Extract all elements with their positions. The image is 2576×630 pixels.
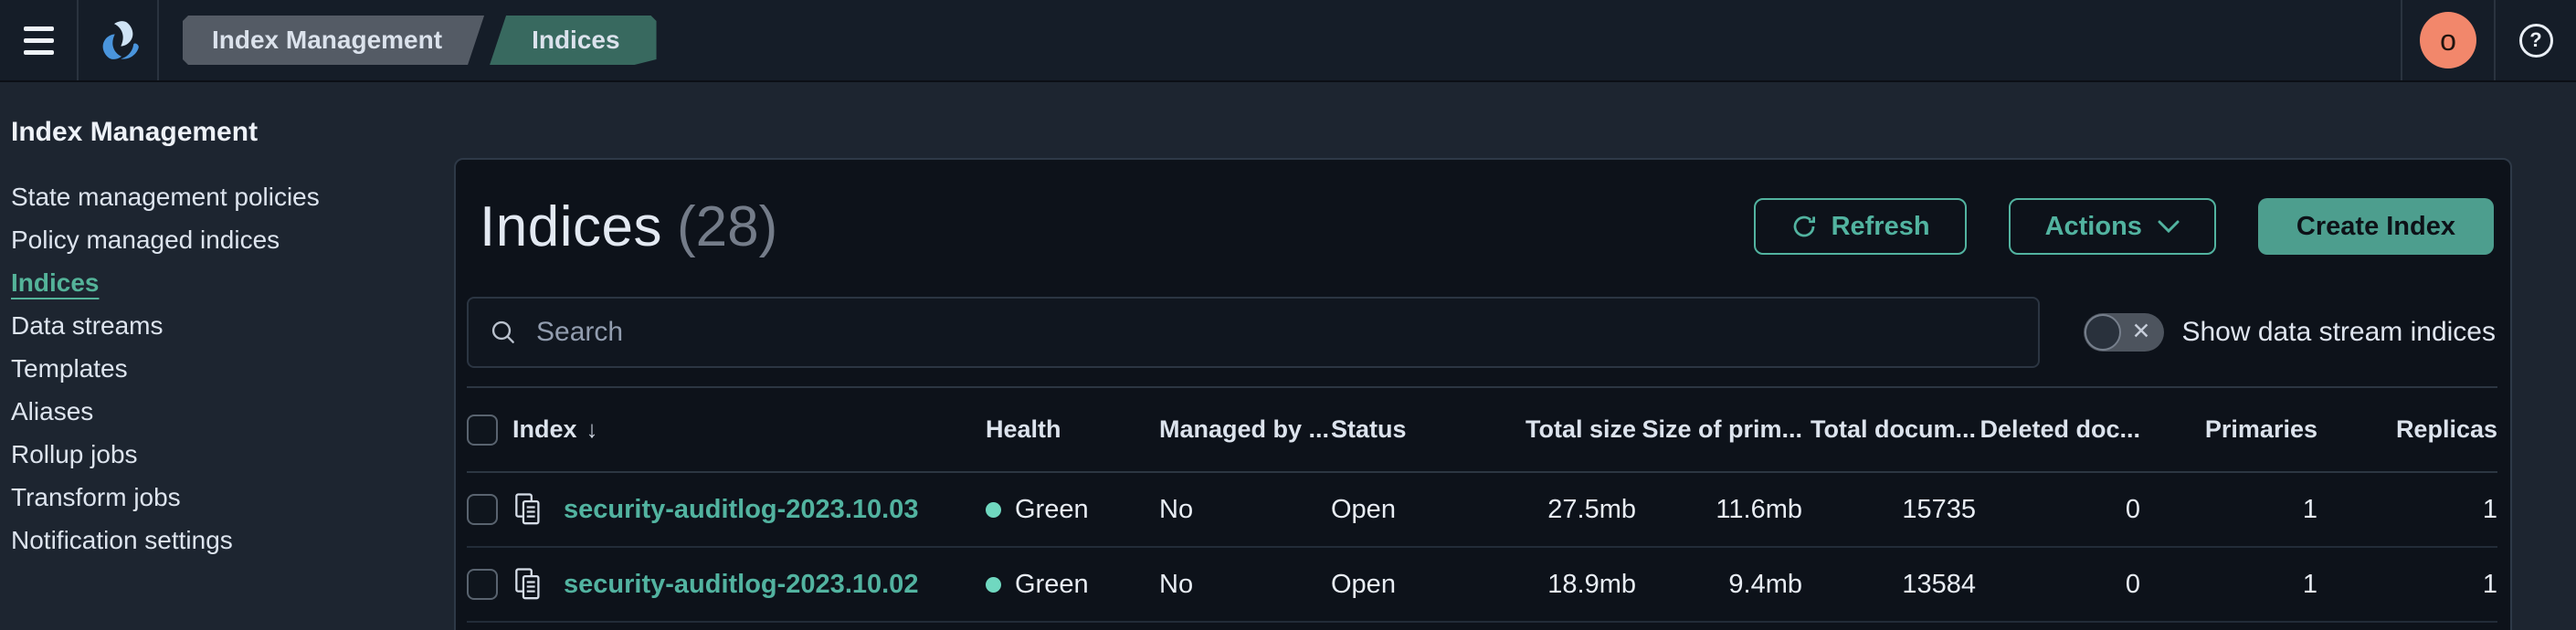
refresh-icon <box>1790 213 1818 240</box>
sidebar-item-data-streams[interactable]: Data streams <box>11 310 164 340</box>
indices-table: Index ↓ Health Managed by ... Status Tota… <box>467 388 2497 623</box>
menu-button[interactable] <box>0 0 77 80</box>
primaries-value: 1 <box>2140 472 2317 548</box>
table-row: security-auditlog-2023.10.03 Green No Op… <box>467 472 2497 548</box>
sidebar-item-templates[interactable]: Templates <box>11 353 128 383</box>
topbar-right-controls: o ? <box>2401 0 2576 80</box>
refresh-button[interactable]: Refresh <box>1753 198 1967 255</box>
deleted-documents-value: 0 <box>1976 472 2140 548</box>
home-button[interactable] <box>77 0 159 80</box>
health-green-dot-icon <box>986 501 1001 518</box>
sort-desc-icon: ↓ <box>586 415 598 443</box>
total-documents-value: 13584 <box>1802 547 1976 623</box>
index-link[interactable]: security-auditlog-2023.10.03 <box>564 494 919 524</box>
sidebar-item-indices[interactable]: Indices <box>11 268 100 297</box>
user-menu-button[interactable]: o <box>2402 0 2494 80</box>
status-value: Open <box>1331 472 1497 548</box>
sidebar-item-notification-settings[interactable]: Notification settings <box>11 525 233 554</box>
help-icon: ? <box>2518 23 2553 58</box>
sidebar-item-aliases[interactable]: Aliases <box>11 396 94 425</box>
table-header-row: Index ↓ Health Managed by ... Status Tota… <box>467 388 2497 473</box>
status-value: Open <box>1331 547 1497 623</box>
total-documents-value: 15735 <box>1802 472 1976 548</box>
index-link[interactable]: security-auditlog-2023.10.02 <box>564 569 919 599</box>
column-header-primaries[interactable]: Primaries <box>2140 388 2317 473</box>
total-size-value: 18.9mb <box>1497 547 1636 623</box>
index-document-icon <box>515 493 540 525</box>
help-button[interactable]: ? <box>2496 0 2576 80</box>
column-header-replicas[interactable]: Replicas <box>2317 388 2497 473</box>
health-value: Green <box>1015 494 1089 524</box>
search-controls-row: ✕ Show data stream indices <box>467 297 2497 368</box>
sidebar-item-policy-managed-indices[interactable]: Policy managed indices <box>11 225 280 254</box>
managed-by-value: No <box>1159 472 1331 548</box>
indices-panel: Indices (28) Refresh Actions Create Inde… <box>454 158 2512 630</box>
toggle-knob <box>2085 314 2122 351</box>
actions-button[interactable]: Actions <box>2008 198 2216 255</box>
sidebar-nav: Index Management State management polici… <box>0 84 429 562</box>
column-header-status[interactable]: Status <box>1331 388 1497 473</box>
row-checkbox[interactable] <box>467 569 498 601</box>
replicas-value: 1 <box>2317 547 2497 623</box>
divider <box>2494 0 2496 80</box>
sidebar-heading: Index Management <box>11 117 259 147</box>
select-all-checkbox[interactable] <box>467 414 498 446</box>
data-stream-toggle-group: ✕ Show data stream indices <box>2084 313 2496 352</box>
divider <box>2401 0 2402 80</box>
search-icon <box>491 320 514 343</box>
panel-header: Indices (28) Refresh Actions Create Inde… <box>467 160 2497 266</box>
opensearch-logo-icon <box>94 16 142 64</box>
column-header-deleted-documents[interactable]: Deleted doc... <box>1976 388 2140 473</box>
index-document-icon <box>515 568 540 600</box>
primaries-value: 1 <box>2140 547 2317 623</box>
chevron-down-icon <box>2158 220 2180 234</box>
toggle-label: Show data stream indices <box>2181 317 2496 347</box>
sidebar-item-rollup-jobs[interactable]: Rollup jobs <box>11 439 138 468</box>
create-index-button[interactable]: Create Index <box>2257 198 2494 255</box>
page-title: Indices <box>480 194 662 258</box>
column-header-total-documents[interactable]: Total docum... <box>1802 388 1976 473</box>
deleted-documents-value: 0 <box>1976 547 2140 623</box>
column-header-total-size[interactable]: Total size <box>1497 388 1636 473</box>
breadcrumb-index-management[interactable]: Index Management <box>183 16 484 65</box>
health-value: Green <box>1015 569 1089 599</box>
breadcrumb: Index Management Indices <box>183 16 657 65</box>
size-primaries-value: 11.6mb <box>1636 472 1802 548</box>
search-box <box>467 297 2041 368</box>
panel-actions: Refresh Actions Create Index <box>1753 198 2494 255</box>
table-row: security-auditlog-2023.10.02 Green No Op… <box>467 547 2497 623</box>
hamburger-icon <box>23 26 54 55</box>
search-input[interactable] <box>536 317 2019 348</box>
show-data-stream-toggle[interactable]: ✕ <box>2084 313 2165 352</box>
column-header-managed-by[interactable]: Managed by ... <box>1159 388 1331 473</box>
indices-count: (28) <box>676 194 778 258</box>
indices-table-wrapper: Index ↓ Health Managed by ... Status Tota… <box>467 386 2497 623</box>
toggle-off-icon: ✕ <box>2131 319 2151 344</box>
row-checkbox[interactable] <box>467 494 498 526</box>
sidebar-item-state-management-policies[interactable]: State management policies <box>11 182 320 211</box>
sidebar-item-transform-jobs[interactable]: Transform jobs <box>11 482 181 511</box>
total-size-value: 27.5mb <box>1497 472 1636 548</box>
avatar: o <box>2420 12 2476 68</box>
size-primaries-value: 9.4mb <box>1636 547 1802 623</box>
managed-by-value: No <box>1159 547 1331 623</box>
breadcrumb-indices[interactable]: Indices <box>490 16 656 65</box>
column-header-index[interactable]: Index ↓ <box>512 388 986 473</box>
column-header-health[interactable]: Health <box>986 388 1159 473</box>
column-header-size-primaries[interactable]: Size of prim... <box>1636 388 1802 473</box>
top-navigation-bar: Index Management Indices o ? <box>0 0 2576 82</box>
replicas-value: 1 <box>2317 472 2497 548</box>
health-green-dot-icon <box>986 576 1001 593</box>
